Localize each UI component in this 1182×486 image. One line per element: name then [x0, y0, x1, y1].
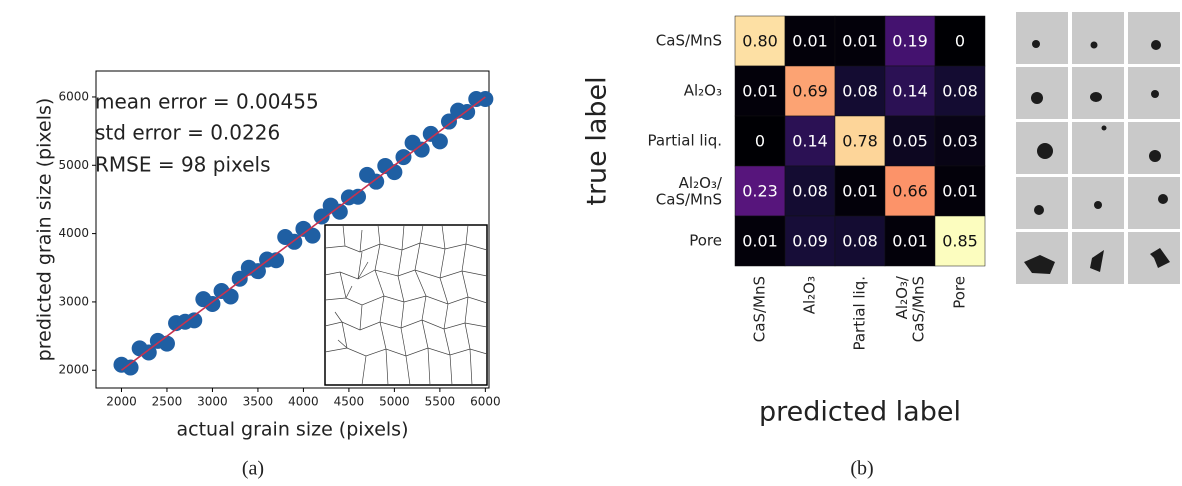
cell-label: 0.85 — [942, 232, 978, 251]
x-tick-label: 5500 — [425, 395, 456, 409]
x-tick-label: 5000 — [379, 395, 410, 409]
cell-label: 0 — [755, 132, 765, 151]
column-label: Pore — [951, 276, 969, 309]
cell-label: 0.01 — [792, 32, 828, 51]
y-tick-label: 2000 — [58, 363, 89, 377]
caption: (b) — [850, 458, 873, 480]
x-axis-label: predicted label — [759, 397, 961, 428]
heatmap-layer: 0.80 0.01 0.01 0.19 0 0.01 0.69 0.08 0.14 0.08 0 0.… — [582, 16, 986, 428]
scatter-point — [368, 174, 384, 190]
cell-label: 0.08 — [842, 82, 878, 101]
y-axis-label: true label — [582, 76, 613, 205]
y-axis-label: predicted grain size (pixels) — [34, 98, 56, 362]
cell-label: 0.78 — [842, 132, 878, 151]
scatter-point — [159, 336, 175, 352]
annotation: mean error = 0.00455 — [95, 90, 319, 114]
row-label: Partial liq. — [647, 132, 722, 150]
column-label: Al₂O₃ — [801, 276, 819, 314]
cell-label: 0 — [955, 32, 965, 51]
cell-label: 0.01 — [842, 182, 878, 201]
x-tick-label: 6000 — [470, 395, 501, 409]
cell-label: 0.14 — [892, 82, 928, 101]
row-label: Al₂O₃/CaS/MnS — [656, 173, 723, 208]
cell-label: 0.08 — [792, 182, 828, 201]
y-tick-label: 5000 — [58, 158, 89, 172]
column-label: Al₂O₃/CaS/MnS — [892, 275, 927, 342]
cell-label: 0.03 — [942, 132, 978, 151]
cell-label: 0.23 — [742, 182, 778, 201]
cell-label: 0.05 — [892, 132, 928, 151]
cell-label: 0.08 — [942, 82, 978, 101]
x-tick-label: 2500 — [152, 395, 183, 409]
row-label: Pore — [689, 232, 722, 250]
cell-label: 0.01 — [842, 32, 878, 51]
particle-thumbnails — [1016, 12, 1180, 284]
x-tick-label: 4000 — [288, 395, 319, 409]
cell-label: 0.01 — [942, 182, 978, 201]
cell-label: 0.01 — [742, 82, 778, 101]
x-tick-label: 3000 — [197, 395, 228, 409]
y-tick-label: 6000 — [58, 89, 89, 103]
y-tick-label: 4000 — [58, 226, 89, 240]
x-tick-label: 2000 — [106, 395, 137, 409]
x-tick-label: 3500 — [243, 395, 274, 409]
x-axis-label: actual grain size (pixels) — [177, 419, 409, 441]
scatter-point — [223, 288, 239, 304]
cell-label: 0.09 — [792, 232, 828, 251]
cell-label: 0.66 — [892, 182, 928, 201]
column-label: Partial liq. — [851, 276, 869, 351]
cell-label: 0.69 — [792, 82, 828, 101]
cell-label: 0.08 — [842, 232, 878, 251]
figure: mean error = 0.00455 std error = 0.0226 … — [0, 0, 1182, 486]
cell-label: 0.19 — [892, 32, 928, 51]
scatter-point — [386, 164, 402, 180]
cell-label: 0.01 — [892, 232, 928, 251]
cell-label: 0.14 — [792, 132, 828, 151]
row-label: CaS/MnS — [656, 32, 722, 50]
y-tick-label: 3000 — [58, 294, 89, 308]
annotation: std error = 0.0226 — [95, 121, 280, 145]
column-label: CaS/MnS — [751, 276, 769, 342]
caption: (a) — [242, 458, 264, 480]
annotation: RMSE = 98 pixels — [95, 153, 271, 177]
grain-inset — [325, 225, 487, 385]
row-label: Al₂O₃ — [684, 82, 722, 100]
cell-label: 0.01 — [742, 232, 778, 251]
x-tick-label: 4500 — [334, 395, 365, 409]
scatter-point — [477, 91, 493, 107]
cell-label: 0.80 — [742, 32, 778, 51]
